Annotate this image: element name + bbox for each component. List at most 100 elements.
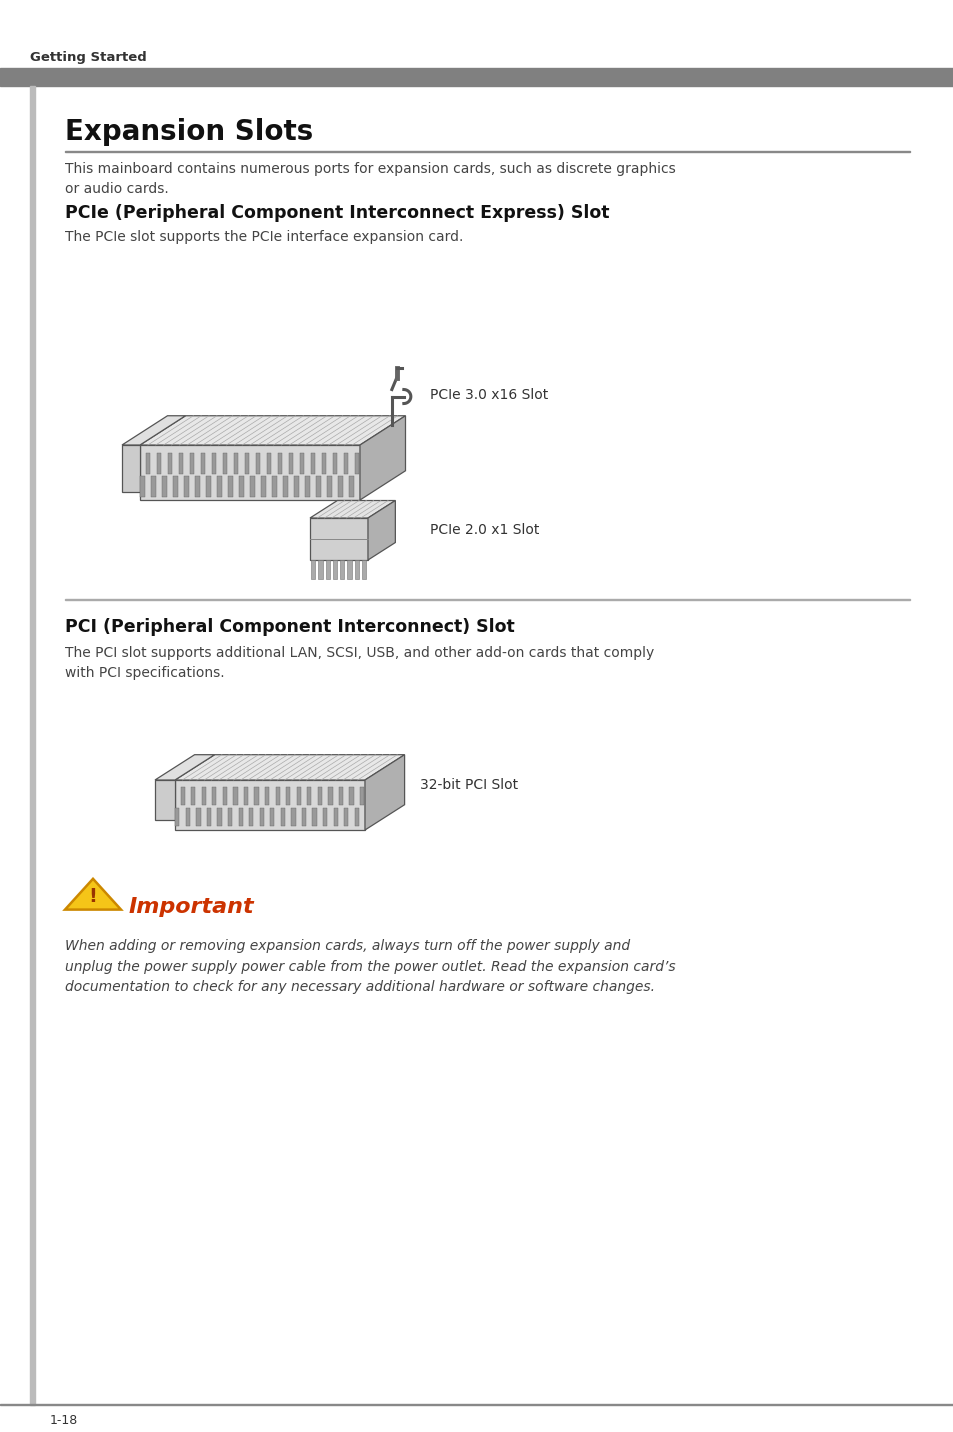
Bar: [223, 788, 227, 805]
Polygon shape: [122, 415, 185, 445]
Bar: [325, 560, 330, 579]
Text: 32-bit PCI Slot: 32-bit PCI Slot: [419, 778, 517, 792]
Bar: [338, 788, 343, 805]
Text: The PCIe slot supports the PCIe interface expansion card.: The PCIe slot supports the PCIe interfac…: [65, 231, 463, 243]
Bar: [265, 788, 269, 805]
Bar: [296, 788, 300, 805]
Bar: [286, 788, 290, 805]
Polygon shape: [65, 879, 121, 909]
Bar: [249, 808, 253, 826]
Bar: [355, 808, 358, 826]
Bar: [327, 477, 332, 497]
Bar: [168, 453, 172, 474]
Polygon shape: [174, 780, 365, 831]
Bar: [180, 788, 185, 805]
Bar: [250, 477, 254, 497]
Bar: [65, 150, 909, 152]
Bar: [347, 560, 352, 579]
Bar: [272, 477, 276, 497]
Bar: [355, 560, 358, 579]
Bar: [223, 453, 227, 474]
Bar: [201, 788, 206, 805]
Text: Important: Important: [129, 896, 254, 916]
Bar: [299, 453, 304, 474]
Bar: [316, 477, 320, 497]
Bar: [0, 1403, 953, 1405]
Bar: [190, 453, 194, 474]
Bar: [146, 453, 150, 474]
Bar: [267, 453, 271, 474]
Bar: [233, 453, 238, 474]
Text: PCIe 3.0 x16 Slot: PCIe 3.0 x16 Slot: [430, 388, 548, 402]
Bar: [196, 808, 200, 826]
Text: The PCI slot supports additional LAN, SCSI, USB, and other add-on cards that com: The PCI slot supports additional LAN, SC…: [65, 646, 654, 680]
Polygon shape: [122, 445, 140, 491]
Bar: [277, 453, 282, 474]
Bar: [254, 788, 258, 805]
Bar: [339, 560, 344, 579]
Text: Getting Started: Getting Started: [30, 52, 147, 64]
Bar: [291, 808, 295, 826]
Bar: [275, 788, 279, 805]
Bar: [162, 477, 167, 497]
Bar: [283, 477, 288, 497]
Bar: [30, 86, 35, 1405]
Bar: [228, 808, 232, 826]
Text: This mainboard contains numerous ports for expansion cards, such as discrete gra: This mainboard contains numerous ports f…: [65, 162, 675, 196]
Bar: [261, 477, 265, 497]
Bar: [178, 453, 183, 474]
Bar: [349, 477, 354, 497]
Text: PCI (Peripheral Component Interconnect) Slot: PCI (Peripheral Component Interconnect) …: [65, 619, 515, 636]
Bar: [359, 788, 364, 805]
Bar: [301, 808, 306, 826]
Bar: [289, 453, 293, 474]
Bar: [349, 788, 354, 805]
Polygon shape: [140, 445, 359, 500]
Polygon shape: [174, 755, 404, 780]
Bar: [191, 788, 195, 805]
Bar: [313, 808, 316, 826]
Bar: [355, 453, 358, 474]
Bar: [361, 560, 366, 579]
Bar: [343, 453, 348, 474]
Bar: [217, 477, 221, 497]
Bar: [244, 788, 248, 805]
Bar: [152, 477, 155, 497]
Bar: [156, 453, 161, 474]
Bar: [321, 453, 326, 474]
Bar: [228, 477, 233, 497]
Bar: [184, 477, 189, 497]
Bar: [255, 453, 260, 474]
Bar: [0, 67, 953, 86]
Bar: [280, 808, 285, 826]
Polygon shape: [310, 501, 395, 518]
Text: !: !: [89, 888, 97, 906]
Bar: [344, 808, 348, 826]
Bar: [318, 560, 322, 579]
Bar: [233, 788, 237, 805]
Bar: [311, 560, 315, 579]
Polygon shape: [154, 755, 214, 780]
Bar: [294, 477, 298, 497]
Bar: [239, 477, 243, 497]
Bar: [195, 477, 199, 497]
Bar: [317, 788, 322, 805]
Polygon shape: [310, 518, 368, 560]
Bar: [333, 560, 336, 579]
Bar: [338, 477, 342, 497]
Bar: [212, 453, 216, 474]
Polygon shape: [365, 755, 404, 831]
Text: Expansion Slots: Expansion Slots: [65, 117, 313, 146]
Text: When adding or removing expansion cards, always turn off the power supply and
un: When adding or removing expansion cards,…: [65, 939, 675, 994]
Polygon shape: [368, 501, 395, 560]
Bar: [307, 788, 311, 805]
Bar: [311, 453, 314, 474]
Polygon shape: [154, 780, 174, 821]
Bar: [217, 808, 221, 826]
Bar: [259, 808, 264, 826]
Polygon shape: [140, 415, 405, 445]
Bar: [207, 808, 211, 826]
Bar: [323, 808, 327, 826]
Bar: [65, 599, 909, 600]
Bar: [333, 453, 336, 474]
